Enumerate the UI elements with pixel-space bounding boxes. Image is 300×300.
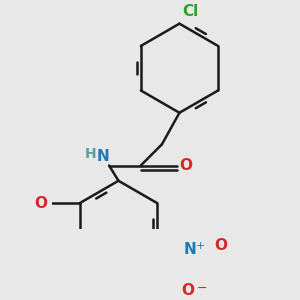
Text: O: O bbox=[179, 158, 192, 173]
Text: H: H bbox=[85, 147, 96, 161]
Text: Cl: Cl bbox=[182, 4, 198, 19]
Text: N: N bbox=[96, 149, 109, 164]
Text: O: O bbox=[214, 238, 227, 253]
Text: N: N bbox=[184, 242, 197, 257]
Text: O: O bbox=[34, 196, 47, 211]
Text: +: + bbox=[195, 241, 205, 251]
Text: −: − bbox=[197, 282, 207, 295]
Text: O: O bbox=[181, 283, 194, 298]
